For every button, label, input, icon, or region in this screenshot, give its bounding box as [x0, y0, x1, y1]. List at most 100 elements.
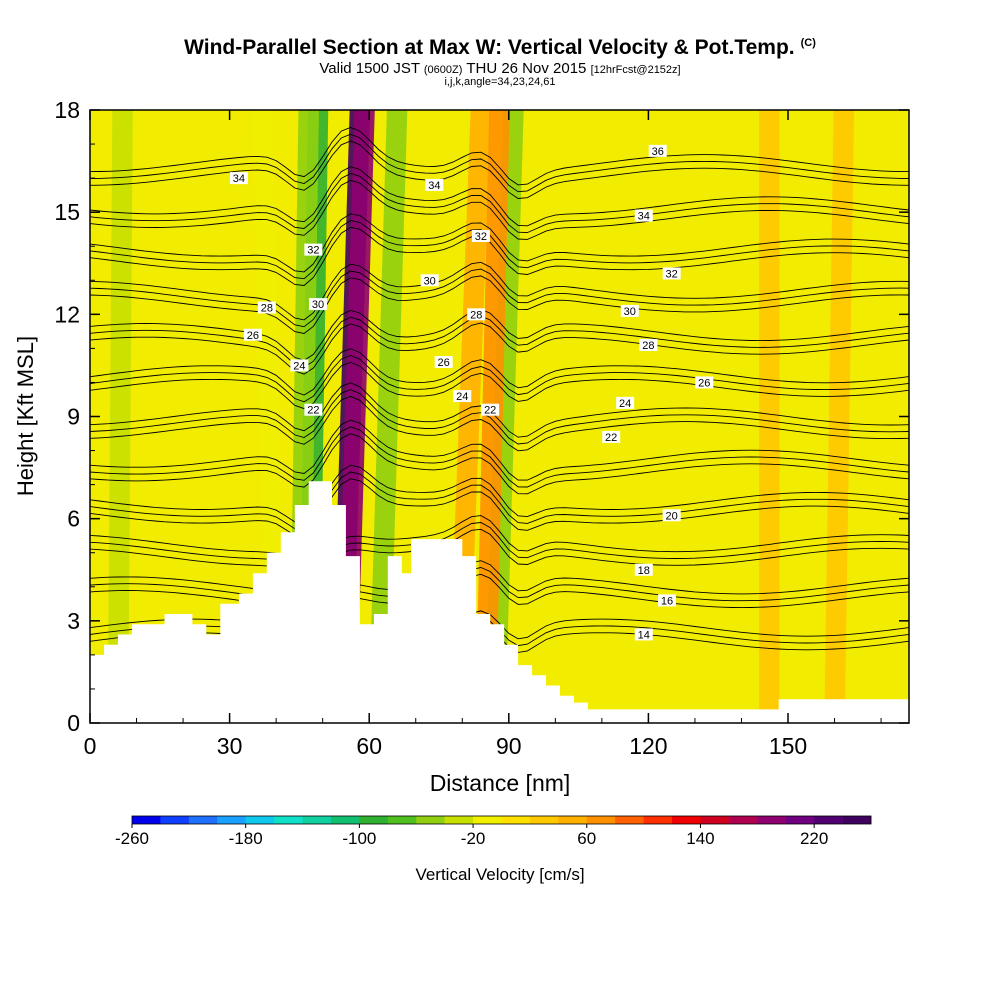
valid-utc: (0600Z): [423, 64, 463, 76]
colorbar-swatch: [444, 816, 474, 824]
isentrope-line: [90, 315, 909, 368]
contour-label: 22: [605, 432, 617, 444]
forecast-info: [12hrFcst@2152z]: [590, 64, 681, 76]
velocity-plume: [759, 110, 780, 723]
isentrope-line: [90, 419, 909, 481]
isentrope-line: [90, 515, 909, 558]
colorbar-tick-label: -100: [342, 829, 376, 848]
contour-label: 28: [470, 309, 482, 321]
isentrope-line: [90, 220, 909, 280]
isentrope-line: [90, 560, 909, 601]
colorbar-swatch: [217, 816, 246, 824]
colorbar-swatch: [586, 816, 616, 824]
isentrope-line: [90, 213, 909, 273]
colorbar-swatch: [359, 816, 389, 824]
contour-label: 24: [619, 398, 631, 410]
colorbar-swatch: [643, 816, 673, 824]
velocity-plume: [475, 110, 510, 723]
contour-label-bg: [425, 178, 444, 191]
colorbar-tick-label: 140: [686, 829, 714, 848]
grid-indices: i,j,k,angle=34,23,24,61: [444, 76, 556, 88]
isentrope-line: [90, 389, 909, 445]
contour-label-bg: [229, 172, 248, 185]
colorbar-swatch: [700, 816, 730, 824]
colorbar-swatch: [785, 816, 815, 824]
colorbar-label: Vertical Velocity [cm/s]: [415, 865, 584, 884]
contour-label-bg: [620, 304, 639, 317]
contour-label: 24: [456, 391, 468, 403]
contour-label-bg: [662, 267, 681, 280]
contour-label-bg: [695, 376, 714, 389]
colorbar-swatch: [728, 816, 758, 824]
colorbar-tick-label: 60: [577, 829, 596, 848]
isentrope-line: [90, 464, 909, 524]
isentrope-line: [90, 433, 909, 495]
y-tick-label: 0: [67, 710, 80, 736]
contour-label-bg: [471, 230, 490, 243]
colorbar-swatch: [615, 816, 644, 824]
isentrope-line: [90, 478, 909, 537]
contour-label-bg: [481, 403, 500, 416]
colorbar-swatch: [757, 816, 787, 824]
terrain-mask: [90, 481, 909, 723]
isentrope-line: [90, 522, 909, 565]
isentrope-line: [90, 348, 909, 396]
contour-label: 26: [247, 330, 259, 342]
y-tick-label: 12: [54, 301, 80, 327]
contour-label-bg: [648, 144, 667, 157]
valid-time: Valid 1500 JST: [319, 60, 420, 77]
contour-label-bg: [634, 628, 653, 641]
isentrope-line: [90, 361, 909, 410]
isentrope-line: [90, 355, 909, 403]
isentrope-line: [90, 133, 909, 193]
chart-title: Wind-Parallel Section at Max W: Vertical…: [184, 36, 816, 59]
y-tick-label: 15: [54, 199, 80, 225]
contour-label-bg: [434, 356, 453, 369]
y-axis-label: Height [Kft MSL]: [13, 336, 38, 496]
copyright-mark: (C): [800, 37, 816, 49]
colorbar-swatch: [416, 816, 445, 824]
contour-label: 26: [438, 357, 450, 369]
contour-label-bg: [639, 338, 658, 351]
isentrope-line: [90, 426, 909, 488]
colorbar-swatch: [387, 816, 417, 824]
contour-label: 34: [233, 173, 245, 185]
contour-label: 16: [661, 595, 673, 607]
isentrope-line: [90, 140, 909, 199]
contour-label: 30: [424, 275, 436, 287]
colorbar-swatch: [529, 816, 559, 824]
contour-label-bg: [257, 301, 276, 314]
y-tick-label: 18: [54, 97, 80, 123]
contour-label: 32: [475, 231, 487, 243]
x-tick-label: 90: [496, 733, 522, 759]
contour-label: 28: [642, 340, 654, 352]
contour-label-bg: [634, 209, 653, 222]
contour-label: 20: [666, 510, 678, 522]
colorbar-tick-label: -20: [461, 829, 486, 848]
colorbar-swatch: [842, 816, 872, 824]
velocity-plume: [368, 110, 408, 723]
colorbar-swatch: [814, 816, 843, 824]
contour-label: 36: [652, 146, 664, 158]
isentrope-line: [90, 308, 909, 361]
contour-label: 32: [666, 268, 678, 280]
contour-label-bg: [658, 594, 677, 607]
contour-label-bg: [602, 430, 621, 443]
contour-label: 14: [638, 629, 650, 641]
colorbar-swatch: [132, 816, 161, 824]
x-tick-label: 120: [629, 733, 667, 759]
colorbar-swatch: [188, 816, 218, 824]
contour-label-bg: [304, 403, 323, 416]
isentrope-line: [90, 126, 909, 186]
colorbar-swatch: [245, 816, 275, 824]
contour-label: 22: [307, 405, 319, 417]
contour-label-bg: [243, 328, 262, 341]
colorbar-swatch: [330, 816, 360, 824]
colorbar-swatch: [672, 816, 701, 824]
contour-label: 30: [624, 306, 636, 318]
isentrope-line: [90, 226, 909, 286]
contour-label: 32: [307, 245, 319, 257]
contour-label: 30: [312, 299, 324, 311]
